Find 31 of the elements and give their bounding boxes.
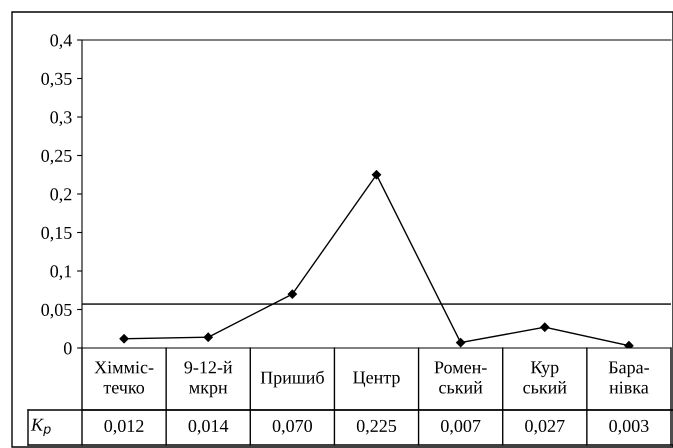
point (288, 289, 297, 299)
x-tick-label: Ромен- ський (434, 361, 487, 394)
x-tick-label: Кур ський (523, 361, 567, 394)
point (540, 322, 550, 332)
y-tick-label: 0,35 (41, 72, 72, 88)
x-tick-label: Хімміс- течко (94, 361, 154, 394)
text: K$_{p}$ (30, 418, 51, 436)
data-label: 0,027 (525, 420, 565, 435)
y-tick-label: 0 (64, 342, 72, 354)
y-tick-label: 0,15 (41, 226, 72, 242)
y-tick-label: 0,1 (50, 265, 72, 280)
data-label: 0,003 (609, 420, 649, 435)
x-tick-label: Бара- нівка (608, 361, 649, 394)
y-tick-label: 0,3 (50, 111, 72, 126)
x-tick-label: Центр (353, 372, 400, 388)
data-label: 0,014 (188, 420, 228, 435)
point (624, 341, 634, 348)
point (204, 332, 213, 342)
x-tick-label: Пришиб (260, 370, 324, 388)
y-tick-label: 0,05 (41, 304, 72, 319)
data-label: 0,012 (104, 420, 144, 435)
point (372, 170, 382, 180)
point (456, 338, 466, 348)
point (119, 334, 129, 344)
y-tick-label: 0,25 (41, 150, 72, 165)
data-label: 0,225 (356, 420, 396, 435)
y-tick-label: 0,2 (50, 188, 72, 204)
y-tick-label: 0,4 (50, 34, 72, 50)
x-tick-label: 9-12-й мкрн (184, 360, 232, 398)
data-label: 0,007 (441, 420, 480, 435)
data-label: 0,070 (272, 420, 312, 435)
